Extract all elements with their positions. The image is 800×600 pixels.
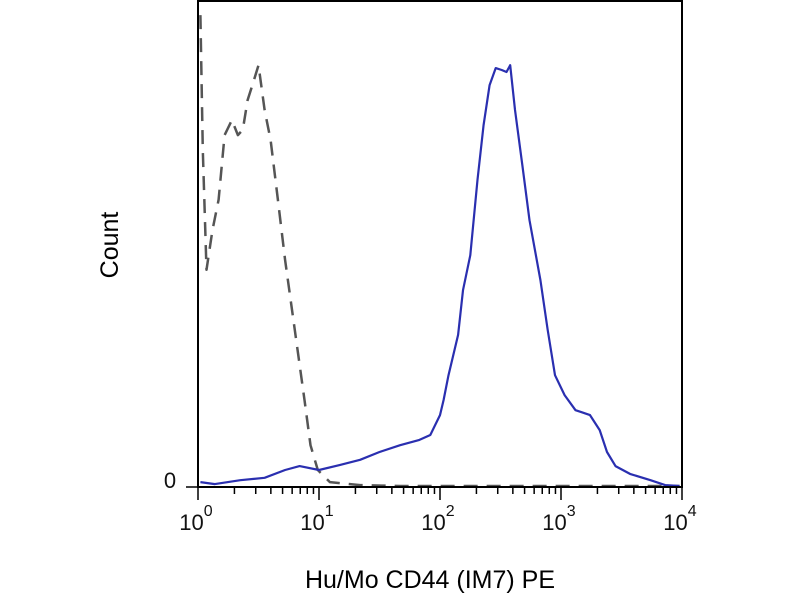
y-tick-label-0: 0 [164,468,176,493]
x-tick-label-2: 102 [421,503,454,535]
tick-base: 10 [542,510,566,535]
x-tick-label-1: 101 [300,503,333,535]
y-axis-label: Count [96,212,124,279]
x-tick-label-4: 104 [663,503,696,535]
tick-base: 10 [421,510,445,535]
tick-base: 10 [179,510,203,535]
plot-frame [197,0,683,488]
tick-exponent: 4 [688,503,697,520]
tick-exponent: 1 [325,503,334,520]
tick-exponent: 0 [204,503,213,520]
x-axis-ticks [186,486,683,500]
tick-base: 10 [300,510,324,535]
x-axis-label: Hu/Mo CD44 (IM7) PE [305,566,555,594]
series-line-1 [200,64,680,488]
tick-base: 10 [663,510,687,535]
x-tick-label-3: 103 [542,503,575,535]
series-line-0 [199,15,680,488]
x-tick-labels: 100 101 102 103 104 [179,503,696,535]
tick-exponent: 2 [446,503,455,520]
x-tick-label-0: 100 [179,503,212,535]
tick-exponent: 3 [567,503,576,520]
series-group [199,15,680,488]
